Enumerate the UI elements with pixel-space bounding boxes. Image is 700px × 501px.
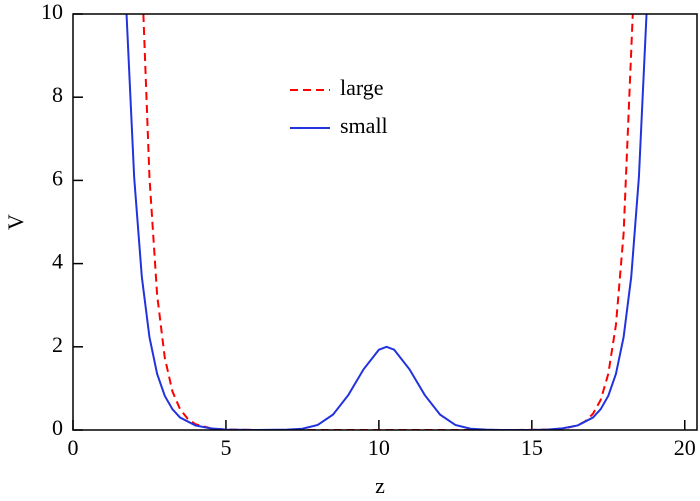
series-line xyxy=(142,14,634,430)
x-tick-label: 0 xyxy=(68,435,79,460)
x-tick-label: 20 xyxy=(674,435,696,460)
x-axis-label: z xyxy=(375,473,385,498)
y-tick-label: 0 xyxy=(52,415,63,440)
y-tick-label: 8 xyxy=(52,82,63,107)
x-tick-label: 10 xyxy=(368,435,390,460)
plot-frame xyxy=(72,13,698,431)
y-tick-label: 4 xyxy=(52,249,63,274)
plot-area xyxy=(125,14,648,430)
series-line xyxy=(125,14,648,430)
y-tick-label: 2 xyxy=(52,332,63,357)
x-tick-label: 5 xyxy=(220,435,231,460)
legend-label: small xyxy=(340,113,388,138)
x-tick-label: 15 xyxy=(521,435,543,460)
legend-label: large xyxy=(340,75,384,100)
y-tick-label: 6 xyxy=(52,165,63,190)
y-axis-label: V xyxy=(3,214,28,230)
y-tick-label: 10 xyxy=(41,0,63,24)
